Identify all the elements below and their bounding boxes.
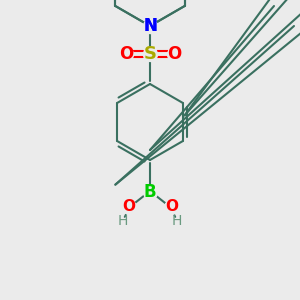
Text: O: O (119, 45, 133, 63)
Text: O: O (122, 200, 135, 214)
Text: S: S (143, 45, 157, 63)
Text: H: H (118, 214, 128, 228)
Text: N: N (143, 17, 157, 35)
Text: H: H (172, 214, 182, 228)
Text: B: B (144, 183, 156, 201)
Text: O: O (167, 45, 181, 63)
Text: O: O (165, 200, 178, 214)
Text: N: N (143, 17, 157, 35)
